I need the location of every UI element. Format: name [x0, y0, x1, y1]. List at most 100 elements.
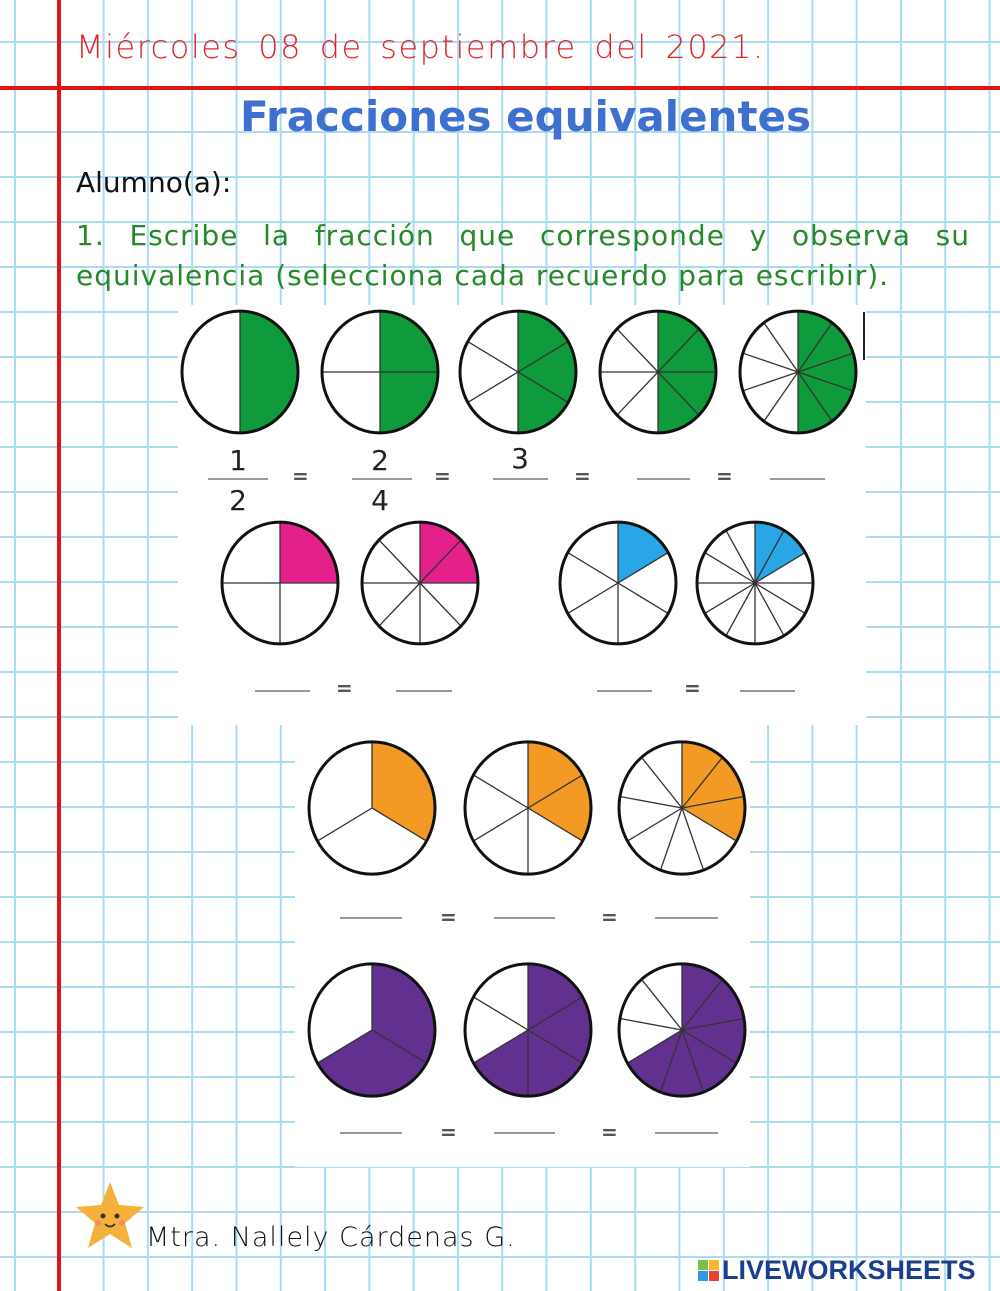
shaded-sector	[280, 522, 338, 583]
division-line	[473, 1029, 529, 1064]
date-heading: Miércoles 08 de septiembre del 2021.	[76, 28, 765, 66]
fraction-bar-1	[208, 478, 268, 480]
fraction-circle-blue-2-of-12	[695, 520, 815, 646]
fraction-circle-green-4-of-8	[598, 309, 718, 435]
division-line	[681, 1029, 737, 1064]
fraction-circle-green-5-of-10	[738, 309, 858, 435]
fraction-input[interactable]	[255, 662, 314, 692]
division-line	[681, 1017, 745, 1031]
division-line	[419, 582, 462, 627]
shaded-sector	[528, 741, 592, 842]
division-line	[725, 582, 756, 637]
answer-field-5[interactable]	[770, 450, 829, 480]
division-line	[567, 582, 619, 615]
division-line	[473, 774, 529, 809]
logo-text: LIVEWORKSHEETS	[722, 1255, 976, 1285]
answer-field-pink-1[interactable]	[255, 662, 314, 692]
division-line	[754, 551, 806, 584]
division-line	[617, 551, 669, 584]
fraction-input[interactable]	[494, 1104, 559, 1134]
answer-field-blue-1[interactable]	[597, 662, 656, 692]
fraction-circle-purple-4-of-6	[463, 962, 593, 1098]
division-line	[704, 551, 756, 584]
division-line	[371, 807, 427, 842]
denominator-1: 2	[229, 484, 247, 517]
smiling-star-icon	[76, 1182, 144, 1248]
fraction-circle-orange-1-of-3	[307, 740, 437, 876]
fraction-circle-pink-2-of-8	[360, 520, 480, 646]
fraction-circle-green-1-of-2	[180, 309, 300, 435]
equals-sign: =	[292, 464, 309, 488]
division-line	[517, 371, 569, 404]
division-line	[704, 582, 756, 615]
equals-sign: =	[601, 1120, 618, 1144]
answer-field-3[interactable]	[493, 450, 552, 480]
division-line	[527, 996, 583, 1031]
fraction-input[interactable]	[770, 450, 829, 480]
fraction-circle-purple-2-of-3	[307, 962, 437, 1098]
division-line	[742, 352, 799, 373]
numerator-2: 2	[371, 444, 389, 477]
denominator-2: 4	[371, 484, 389, 517]
answer-field-blue-2[interactable]	[740, 662, 799, 692]
division-line	[681, 1029, 705, 1093]
division-line	[681, 978, 724, 1031]
answer-field-pink-2[interactable]	[396, 662, 456, 692]
fraction-input[interactable]	[655, 889, 722, 919]
answer-field-orange-3[interactable]	[655, 889, 722, 919]
division-line	[473, 996, 529, 1031]
fraction-input[interactable]	[493, 450, 552, 480]
equals-sign: =	[440, 1120, 457, 1144]
fraction-input[interactable]	[340, 1104, 406, 1134]
division-line	[527, 774, 583, 809]
page-title: Fracciones equivalentes	[240, 92, 812, 141]
fraction-bar-2	[352, 478, 412, 480]
answer-field-orange-2[interactable]	[494, 889, 559, 919]
answer-field-purple-1[interactable]	[340, 1104, 406, 1134]
division-line	[627, 1029, 683, 1064]
fraction-input[interactable]	[655, 1104, 722, 1134]
division-line	[567, 551, 619, 584]
equals-sign: =	[336, 676, 353, 700]
division-line	[527, 1029, 583, 1064]
margin-line	[57, 0, 61, 1291]
answer-field-4[interactable]	[637, 450, 694, 480]
fraction-input[interactable]	[396, 662, 456, 692]
equals-sign: =	[434, 464, 451, 488]
answer-field-purple-3[interactable]	[655, 1104, 722, 1134]
shaded-sector	[518, 311, 576, 433]
division-line	[640, 978, 683, 1031]
equals-sign: =	[440, 905, 457, 929]
equals-sign: =	[574, 464, 591, 488]
answer-field-orange-1[interactable]	[340, 889, 406, 919]
shaded-sector	[372, 741, 436, 842]
division-line	[797, 352, 854, 373]
fraction-circle-pink-1-of-4	[220, 520, 340, 646]
fraction-circle-green-3-of-6	[458, 309, 578, 435]
division-line	[681, 807, 705, 871]
division-line	[640, 756, 683, 809]
division-line	[419, 539, 462, 584]
fraction-input[interactable]	[740, 662, 799, 692]
fraction-circle-orange-2-of-6	[463, 740, 593, 876]
division-line	[681, 807, 737, 842]
fraction-input[interactable]	[597, 662, 656, 692]
division-line	[317, 807, 373, 842]
fraction-circle-purple-6-of-9	[617, 962, 747, 1098]
shaded-sector	[682, 741, 746, 842]
logo-mark-icon	[698, 1260, 719, 1281]
division-line	[467, 340, 519, 373]
answer-field-purple-2[interactable]	[494, 1104, 559, 1134]
division-line	[617, 582, 669, 615]
division-line	[371, 1029, 427, 1064]
shaded-sector	[627, 963, 746, 1097]
division-line	[378, 582, 421, 627]
instruction-text: 1. Escribe la fracción que corresponde y…	[76, 219, 970, 292]
fraction-input[interactable]	[340, 889, 406, 919]
fraction-circle-orange-3-of-9	[617, 740, 747, 876]
shaded-sector	[240, 311, 298, 433]
fraction-input[interactable]	[637, 450, 694, 480]
division-line	[619, 1017, 683, 1031]
fraction-input[interactable]	[494, 889, 559, 919]
